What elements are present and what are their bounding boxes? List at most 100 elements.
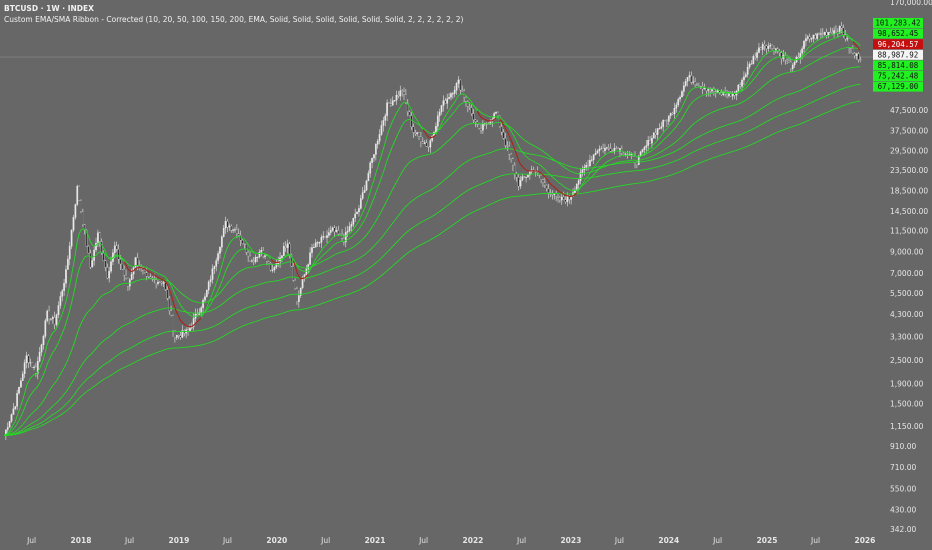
candle <box>602 143 604 153</box>
candle <box>53 311 56 330</box>
y-tick-label: 550.00 <box>890 485 916 494</box>
candle <box>337 225 340 237</box>
candle-body <box>369 162 372 174</box>
candle-body <box>435 126 437 133</box>
candle-body <box>821 33 824 35</box>
candle-body <box>759 47 762 50</box>
candle <box>660 121 663 130</box>
candle-body <box>436 115 439 127</box>
candle-body <box>698 85 700 87</box>
candle <box>264 254 266 260</box>
candle <box>25 351 28 369</box>
candle-body <box>587 165 589 167</box>
candle <box>713 86 715 96</box>
y-tick-label: 430.00 <box>890 506 916 515</box>
candle-body <box>793 61 796 66</box>
candle <box>607 144 610 151</box>
candle-body <box>401 90 403 92</box>
candle <box>237 228 240 236</box>
candle-body <box>508 146 511 155</box>
candle <box>29 358 32 367</box>
candle-body <box>125 274 127 279</box>
candle-body <box>97 232 99 244</box>
x-tick-label: 2026 <box>854 536 875 545</box>
candle <box>769 42 772 49</box>
candle <box>405 89 407 104</box>
candle-body <box>74 204 77 218</box>
price-badge-bg <box>873 39 923 50</box>
candle-body <box>453 89 456 94</box>
candle <box>343 233 345 246</box>
candle <box>654 128 657 139</box>
candle-body <box>63 283 65 291</box>
candle <box>132 266 135 280</box>
candle <box>376 139 379 149</box>
candle-body <box>266 255 268 262</box>
candle <box>808 33 811 43</box>
candle <box>296 286 298 305</box>
candle-body <box>859 59 862 61</box>
candle-body <box>331 227 334 231</box>
candle-body <box>450 93 452 98</box>
candle-body <box>296 288 298 302</box>
indicator-legend: Custom EMA/SMA Ribbon - Corrected (10, 2… <box>4 15 464 24</box>
y-tick-label: 1,500.00 <box>890 400 924 409</box>
candle-body <box>395 94 398 101</box>
price-badge: 101,283.42 <box>873 18 923 28</box>
candle-body <box>694 81 696 85</box>
candle <box>485 122 488 129</box>
candle-body <box>337 230 340 235</box>
candle <box>690 71 693 85</box>
candle <box>519 175 522 190</box>
candle-body <box>290 254 293 267</box>
candle <box>773 45 775 55</box>
candle <box>621 145 623 156</box>
candle-body <box>707 89 710 91</box>
candle-body <box>391 100 394 106</box>
candle <box>669 112 672 119</box>
candle <box>527 174 529 178</box>
candle <box>80 199 82 214</box>
candle-body <box>512 158 514 166</box>
candle-body <box>91 260 94 268</box>
candle <box>21 370 24 381</box>
candle <box>585 162 588 171</box>
candle <box>232 228 234 234</box>
candle-body <box>220 236 223 248</box>
candle <box>361 187 364 200</box>
candle <box>515 171 518 182</box>
candle <box>51 315 54 324</box>
candle <box>671 111 674 116</box>
candle-body <box>752 56 755 64</box>
candle <box>512 157 514 172</box>
chart-header: BTCUSD · 1W · INDEX Custom EMA/SMA Ribbo… <box>4 3 463 25</box>
candle <box>463 88 465 103</box>
candle <box>513 162 516 180</box>
candle <box>318 241 321 248</box>
candle-body <box>577 180 580 185</box>
candle-body <box>399 90 402 97</box>
candle-body <box>513 164 516 174</box>
candle-body <box>275 263 278 268</box>
price-badge-label: 101,283.42 <box>875 19 920 28</box>
candle-body <box>269 263 272 271</box>
candle-body <box>666 120 668 122</box>
candle <box>579 168 582 185</box>
candle <box>313 243 315 248</box>
candle <box>200 305 203 317</box>
candle-body <box>363 190 366 193</box>
candle-body <box>168 298 171 311</box>
candle <box>194 308 197 323</box>
candle-body <box>540 175 542 180</box>
candle <box>530 165 533 175</box>
candle-body <box>729 92 732 97</box>
candle <box>605 146 608 150</box>
candle-body <box>110 261 112 272</box>
candle-body <box>57 305 60 315</box>
candle-body <box>31 362 34 368</box>
candle-body <box>474 119 477 122</box>
candle-body <box>164 282 167 290</box>
candle-body <box>572 192 574 197</box>
